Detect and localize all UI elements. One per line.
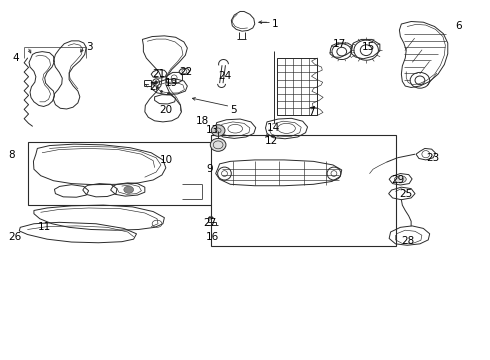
Text: 20: 20 bbox=[159, 105, 172, 115]
Text: 18: 18 bbox=[196, 116, 209, 126]
Text: 25: 25 bbox=[399, 189, 412, 199]
Text: 22: 22 bbox=[179, 67, 192, 77]
Ellipse shape bbox=[124, 186, 134, 193]
Text: 5: 5 bbox=[230, 105, 237, 115]
Text: 23: 23 bbox=[426, 153, 439, 163]
Text: 10: 10 bbox=[159, 155, 172, 165]
FancyBboxPatch shape bbox=[27, 142, 220, 205]
Text: 19: 19 bbox=[164, 78, 178, 88]
Text: 15: 15 bbox=[362, 42, 375, 52]
Text: 12: 12 bbox=[265, 136, 278, 145]
Text: 29: 29 bbox=[392, 175, 405, 185]
Text: 13: 13 bbox=[206, 125, 219, 135]
Text: 27: 27 bbox=[203, 218, 217, 228]
Text: 2: 2 bbox=[150, 82, 156, 92]
Text: 8: 8 bbox=[8, 150, 15, 160]
Ellipse shape bbox=[211, 125, 225, 136]
Text: 11: 11 bbox=[37, 222, 50, 231]
Text: 28: 28 bbox=[401, 236, 415, 246]
Text: 21: 21 bbox=[152, 69, 166, 79]
Text: 7: 7 bbox=[309, 107, 315, 117]
Ellipse shape bbox=[210, 138, 226, 151]
Text: 16: 16 bbox=[206, 232, 219, 242]
Text: 26: 26 bbox=[8, 232, 21, 242]
Ellipse shape bbox=[155, 81, 158, 84]
Text: 1: 1 bbox=[272, 19, 278, 29]
Text: 4: 4 bbox=[13, 53, 20, 63]
Text: 17: 17 bbox=[333, 39, 346, 49]
FancyBboxPatch shape bbox=[211, 135, 396, 246]
Text: 9: 9 bbox=[206, 164, 213, 174]
Text: 6: 6 bbox=[455, 21, 462, 31]
Text: 14: 14 bbox=[267, 123, 280, 133]
Ellipse shape bbox=[394, 176, 406, 183]
Text: 3: 3 bbox=[86, 42, 93, 52]
Text: 24: 24 bbox=[218, 71, 231, 81]
